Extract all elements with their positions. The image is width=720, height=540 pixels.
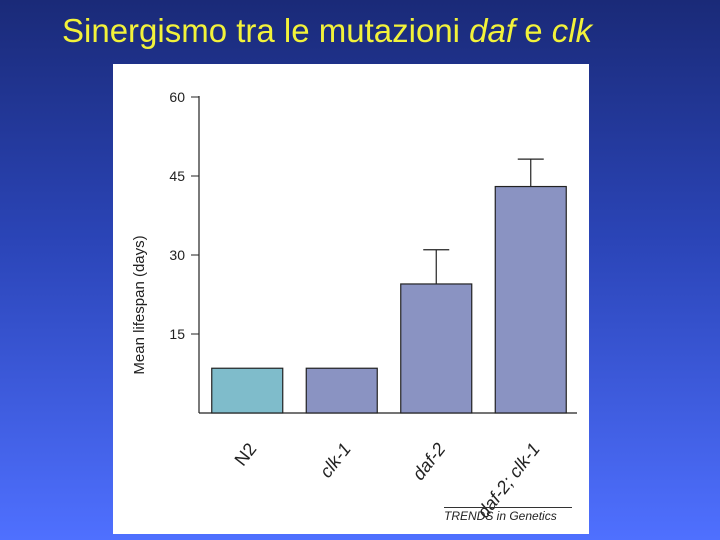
category-label: daf-2 — [408, 439, 449, 484]
lifespan-bar-chart: 15 30 45 60 Mean lifespan (days) N2 clk-1 daf-2… — [131, 89, 577, 522]
bar-daf-2-clk-1 — [494, 185, 567, 414]
bar-n2 — [211, 367, 284, 414]
y-axis-title: Mean lifespan (days) — [131, 235, 148, 374]
bar-clk-1 — [305, 367, 378, 414]
y-tick-label: 30 — [169, 247, 185, 263]
title-daf: daf — [469, 12, 516, 49]
y-tick-label: 15 — [169, 326, 185, 342]
figure-panel: 15 30 45 60 Mean lifespan (days) N2 clk-1 daf-2… — [113, 64, 589, 534]
y-tick-label: 60 — [169, 89, 185, 105]
slide-title: Sinergismo tra le mutazioni daf e clk — [62, 12, 592, 50]
category-label: N2 — [230, 439, 260, 469]
title-clk: clk — [551, 12, 593, 49]
credit-rule — [444, 507, 572, 508]
title-text: Sinergismo tra le mutazioni — [62, 12, 470, 49]
y-tick-label: 45 — [169, 168, 185, 184]
title-conjunction: e — [515, 12, 552, 49]
bar-daf-2 — [400, 283, 473, 414]
figure-credit: TRENDS in Genetics — [444, 509, 557, 523]
category-label: clk-1 — [316, 439, 355, 481]
